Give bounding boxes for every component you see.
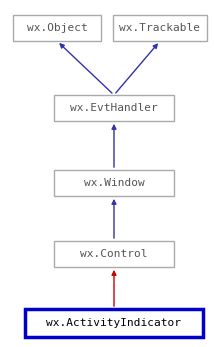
Text: wx.Object: wx.Object <box>27 23 87 33</box>
Text: wx.ActivityIndicator: wx.ActivityIndicator <box>46 318 181 328</box>
Bar <box>25 309 203 337</box>
Text: wx.Trackable: wx.Trackable <box>119 23 201 33</box>
Bar <box>13 15 101 41</box>
Text: wx.Window: wx.Window <box>84 178 144 188</box>
Text: wx.Control: wx.Control <box>80 249 148 259</box>
Bar <box>113 15 207 41</box>
Bar <box>54 170 174 196</box>
Bar <box>54 95 174 121</box>
Text: wx.EvtHandler: wx.EvtHandler <box>70 103 158 113</box>
Bar <box>54 241 174 267</box>
